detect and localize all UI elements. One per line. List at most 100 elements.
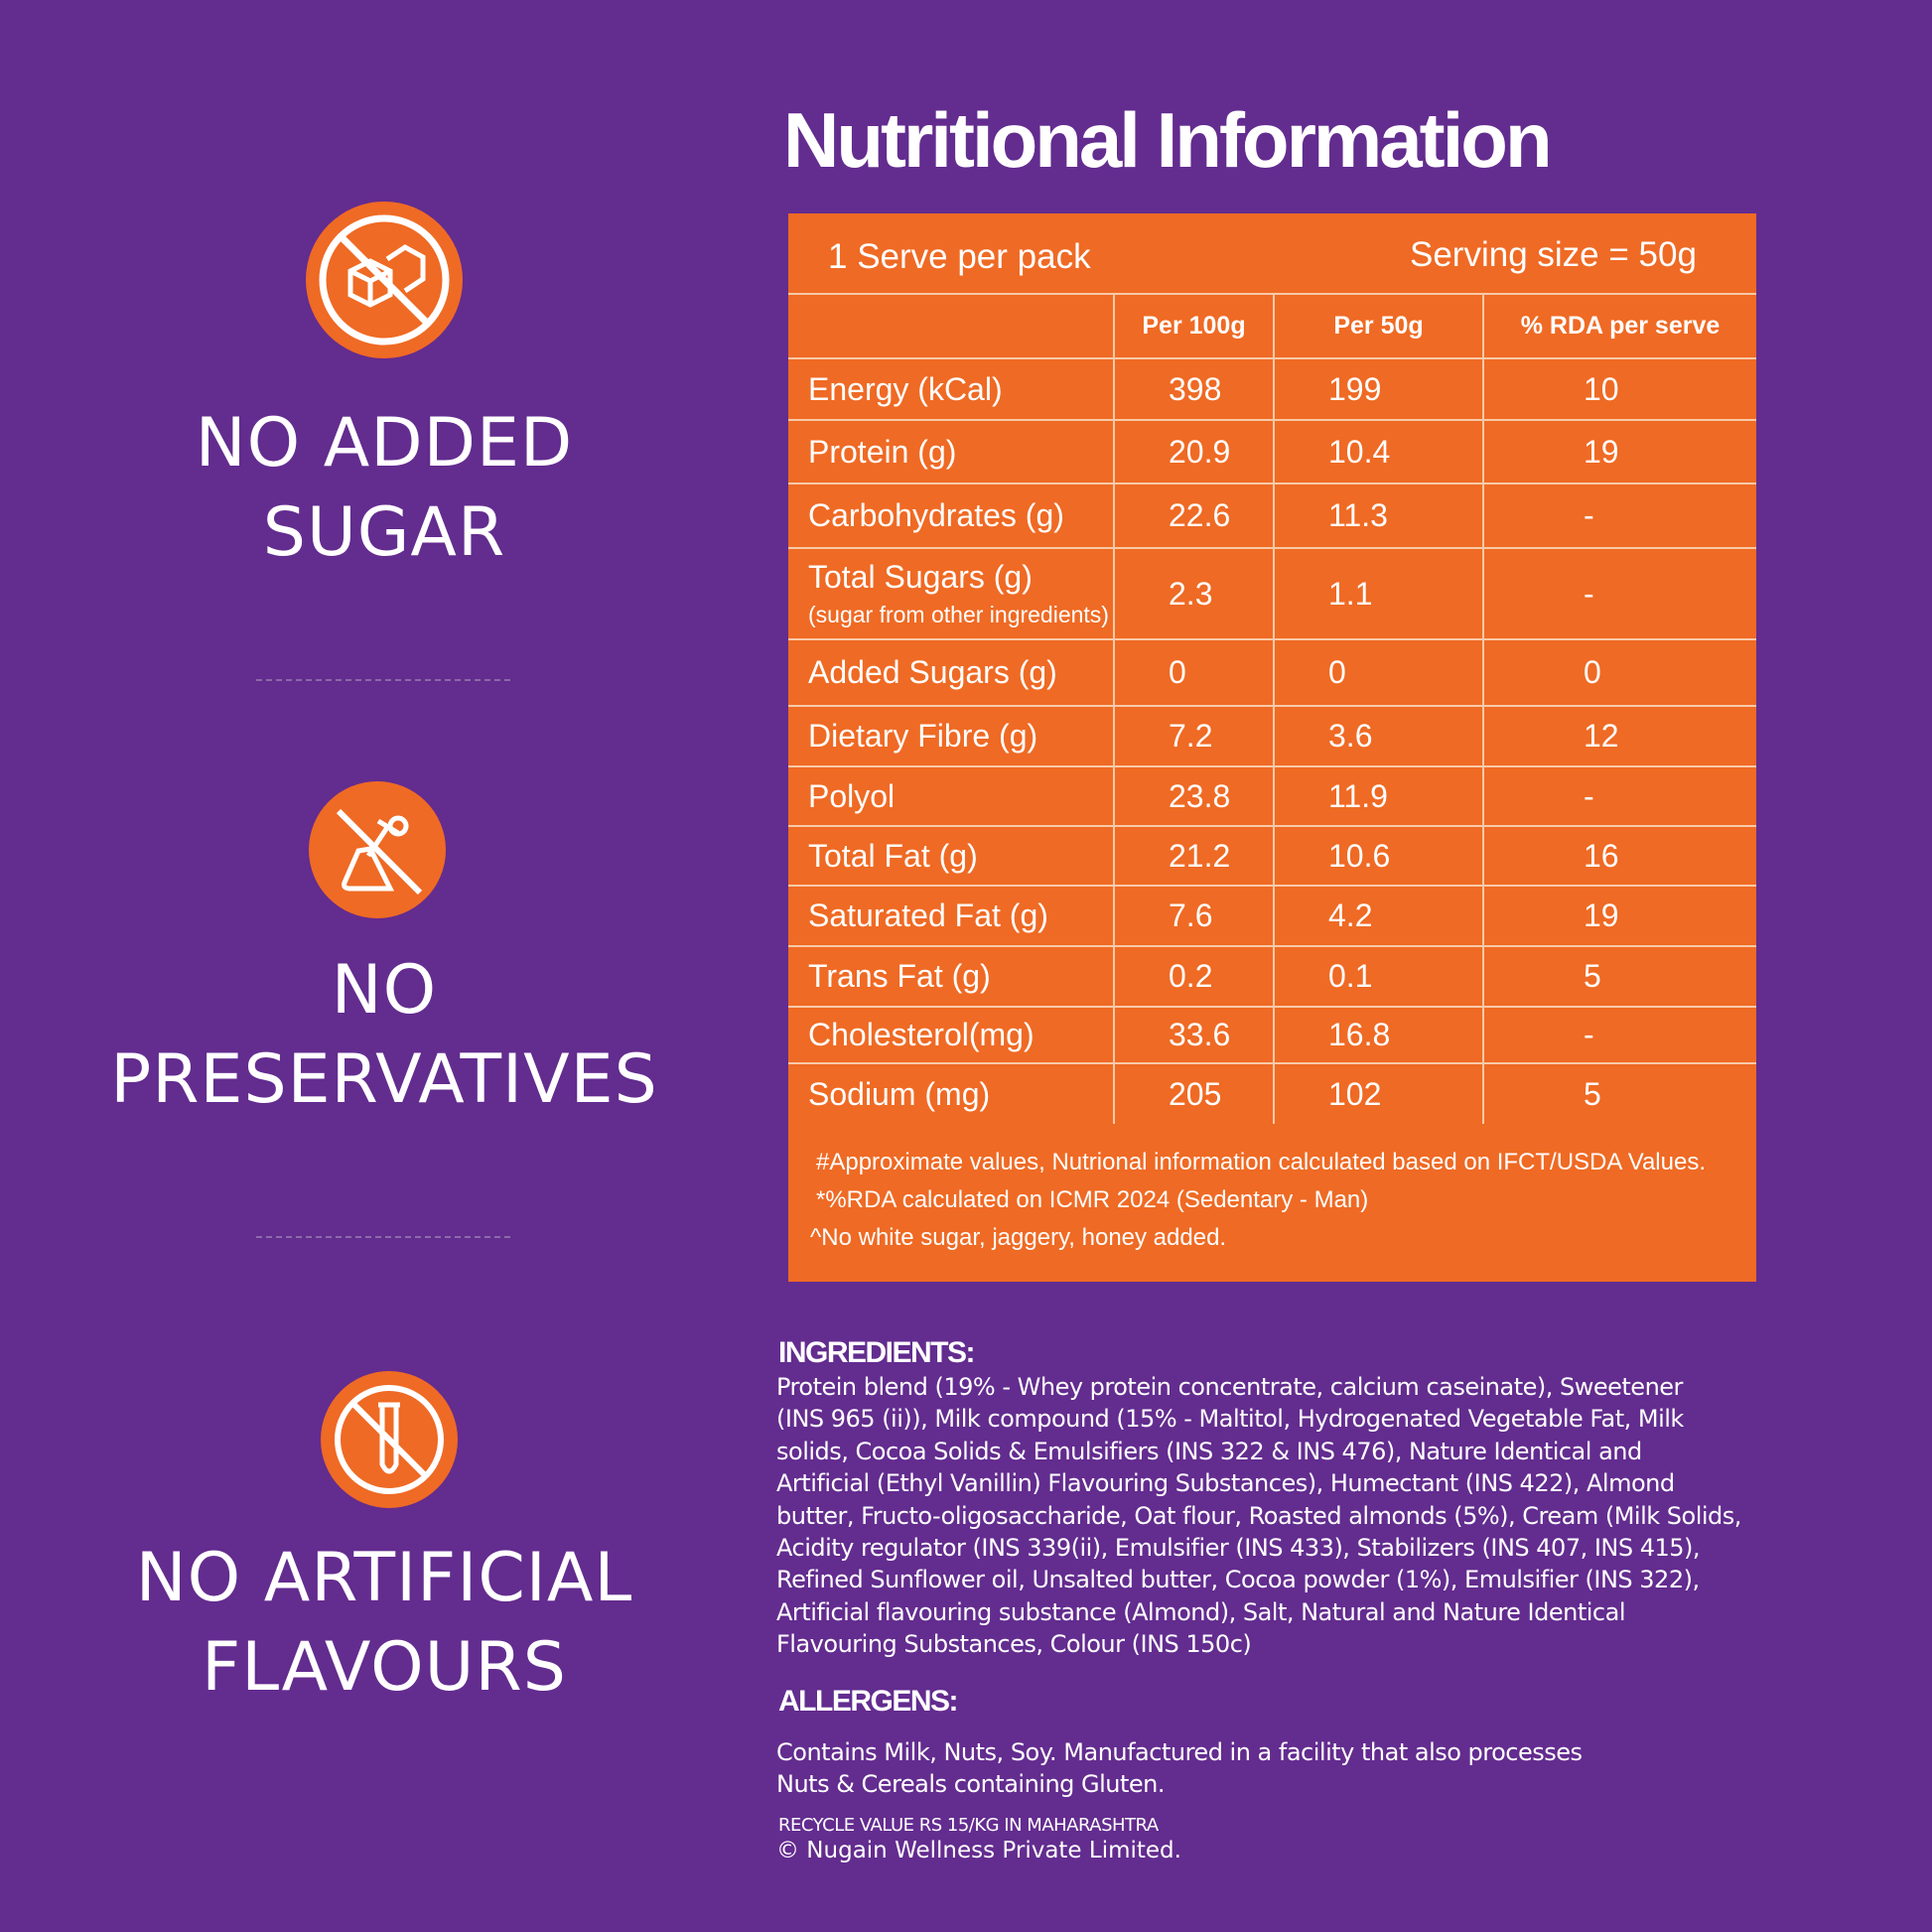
table-row: Protein (g) 20.9 10.4 19 <box>788 419 1756 483</box>
recycle-value: RECYCLE VALUE RS 15/KG IN MAHARASHTRA <box>778 1815 1159 1836</box>
per-100g-value: 23.8 <box>1113 765 1274 826</box>
allergens-line: Contains Milk, Nuts, Soy. Manufactured i… <box>776 1738 1583 1766</box>
serves-per-pack: 1 Serve per pack <box>828 237 1091 276</box>
nutrient-name: Saturated Fat (g) <box>788 885 1114 946</box>
divider <box>256 679 510 681</box>
per-50g-value: 1.1 <box>1273 547 1483 639</box>
ingredients-line: solids, Cocoa Solids & Emulsifiers (INS … <box>776 1437 1642 1465</box>
nutrient-name: Total Fat (g) <box>788 825 1114 886</box>
per-50g-value: 11.3 <box>1273 483 1483 548</box>
nutrient-name: Protein (g) <box>788 419 1114 483</box>
per-100g-value: 398 <box>1113 357 1274 420</box>
per-50g-value: 199 <box>1273 357 1483 420</box>
nutrient-name: Energy (kCal) <box>788 357 1114 420</box>
claim-no-added-sugar: NO ADDED SUGAR <box>0 399 768 578</box>
per-50g-value: 4.2 <box>1273 885 1483 946</box>
nutrient-label: Saturated Fat (g) <box>808 897 1048 933</box>
per-50g-value: 3.6 <box>1273 705 1483 766</box>
nutrient-name: Sodium (mg) <box>788 1062 1114 1124</box>
footnote: *%RDA calculated on ICMR 2024 (Sedentary… <box>816 1186 1369 1213</box>
table-header-row: Per 100g Per 50g% RDA per serve <box>788 293 1756 358</box>
table-row: Total Fat (g) 21.2 10.6 16 <box>788 825 1756 886</box>
claim-line: FLAVOURS <box>202 1628 567 1707</box>
rda-value: 12 <box>1482 705 1756 766</box>
per-50g-value: 10.6 <box>1273 825 1483 886</box>
per-100g-value: 0 <box>1113 638 1274 706</box>
nutrient-sublabel: (sugar from other ingredients) <box>808 602 1109 627</box>
no-preservatives-flask-icon <box>309 781 446 918</box>
table-row: Polyol 23.8 11.9- <box>788 765 1756 826</box>
ingredients-line: Acidity regulator (INS 339(ii), Emulsifi… <box>776 1534 1701 1563</box>
no-test-tube-icon <box>321 1371 458 1508</box>
claim-no-preservatives: NO PRESERVATIVES <box>0 946 768 1125</box>
table-row: Added Sugars (g) 0 0 0 <box>788 638 1756 706</box>
rda-value: - <box>1482 1006 1756 1063</box>
per-100g-value: 22.6 <box>1113 483 1274 548</box>
rda-value: 19 <box>1482 419 1756 483</box>
column-header: Per 50g <box>1273 293 1483 358</box>
rda-value: 0 <box>1482 638 1756 706</box>
claim-line: NO ARTIFICIAL <box>135 1539 633 1617</box>
rda-value: - <box>1482 765 1756 826</box>
serving-size: Serving size = 50g <box>1410 235 1697 274</box>
nutrient-label: Polyol <box>808 777 896 814</box>
nutrient-name: Total Sugars (g) (sugar from other ingred… <box>788 547 1114 639</box>
nutrient-label: Dietary Fibre (g) <box>808 718 1038 754</box>
nutrient-label: Energy (kCal) <box>808 370 1003 407</box>
table-row: Energy (kCal) 398 199 10 <box>788 357 1756 420</box>
table-row: Saturated Fat (g) 7.6 4.2 19 <box>788 885 1756 946</box>
nutrition-grid: Per 100g Per 50g% RDA per serve Energy (kC… <box>788 293 1756 1124</box>
no-sugar-cubes-icon <box>306 202 463 358</box>
divider <box>256 1236 510 1238</box>
ingredients-line: (INS 965 (ii)), Milk compound (15% - Mal… <box>776 1405 1684 1434</box>
nutrient-label: Sodium (mg) <box>808 1075 991 1112</box>
table-row: Dietary Fibre (g) 7.2 3.6 12 <box>788 705 1756 766</box>
per-50g-value: 102 <box>1273 1062 1483 1124</box>
per-50g-value: 10.4 <box>1273 419 1483 483</box>
ingredients-line: Refined Sunflower oil, Unsalted butter, … <box>776 1566 1700 1594</box>
ingredients-line: Protein blend (19% - Whey protein concen… <box>776 1373 1683 1401</box>
per-100g-value: 21.2 <box>1113 825 1274 886</box>
rda-value: 19 <box>1482 885 1756 946</box>
nutrient-name: Carbohydrates (g) <box>788 483 1114 548</box>
footnote: #Approximate values, Nutrional informati… <box>816 1149 1707 1175</box>
nutrient-label: Cholesterol(mg) <box>808 1017 1035 1052</box>
per-100g-value: 205 <box>1113 1062 1274 1124</box>
table-row: Carbohydrates (g) 22.6 11.3- <box>788 483 1756 548</box>
allergens-heading: ALLERGENS: <box>778 1685 959 1718</box>
page-title: Nutritional Information <box>783 96 1553 184</box>
rda-value: 10 <box>1482 357 1756 420</box>
nutrient-name: Cholesterol(mg) <box>788 1006 1114 1063</box>
per-100g-value: 7.2 <box>1113 705 1274 766</box>
table-row: Sodium (mg) 205 102 5 <box>788 1062 1756 1124</box>
rda-value: 5 <box>1482 945 1756 1007</box>
per-100g-value: 2.3 <box>1113 547 1274 639</box>
claim-line: SUGAR <box>262 493 506 572</box>
rda-value: 16 <box>1482 825 1756 886</box>
ingredients-line: butter, Fructo-oligosaccharide, Oat flou… <box>776 1501 1741 1530</box>
column-header: Per 100g <box>1113 293 1274 358</box>
table-row: Cholesterol(mg) 33.6 16.8- <box>788 1006 1756 1063</box>
ingredients-heading: INGREDIENTS: <box>778 1336 976 1369</box>
allergens-line: Nuts & Cereals containing Gluten. <box>776 1770 1166 1799</box>
ingredients-line: Artificial flavouring substance (Almond)… <box>776 1597 1626 1626</box>
claim-no-artificial-flavours: NO ARTIFICIAL FLAVOURS <box>0 1534 768 1713</box>
nutrient-name: Trans Fat (g) <box>788 945 1114 1007</box>
nutrient-name: Polyol <box>788 765 1114 826</box>
nutrient-label: Carbohydrates (g) <box>808 497 1064 533</box>
per-100g-value: 33.6 <box>1113 1006 1274 1063</box>
allergens-text: Contains Milk, Nuts, Soy. Manufactured i… <box>776 1736 1888 1801</box>
nutrient-name: Dietary Fibre (g) <box>788 705 1114 766</box>
per-50g-value: 16.8 <box>1273 1006 1483 1063</box>
per-50g-value: 11.9 <box>1273 765 1483 826</box>
claim-line: PRESERVATIVES <box>110 1040 658 1119</box>
table-row: Trans Fat (g) 0.2 0.1 5 <box>788 945 1756 1007</box>
per-100g-value: 20.9 <box>1113 419 1274 483</box>
copyright: © Nugain Wellness Private Limited. <box>776 1838 1181 1863</box>
per-100g-value: 7.6 <box>1113 885 1274 946</box>
nutrient-label: Protein (g) <box>808 433 957 470</box>
nutrition-table: 1 Serve per pack Serving size = 50g Per … <box>788 213 1756 1282</box>
column-header <box>788 293 1114 358</box>
per-50g-value: 0.1 <box>1273 945 1483 1007</box>
nutrient-label: Total Fat (g) <box>808 837 978 874</box>
